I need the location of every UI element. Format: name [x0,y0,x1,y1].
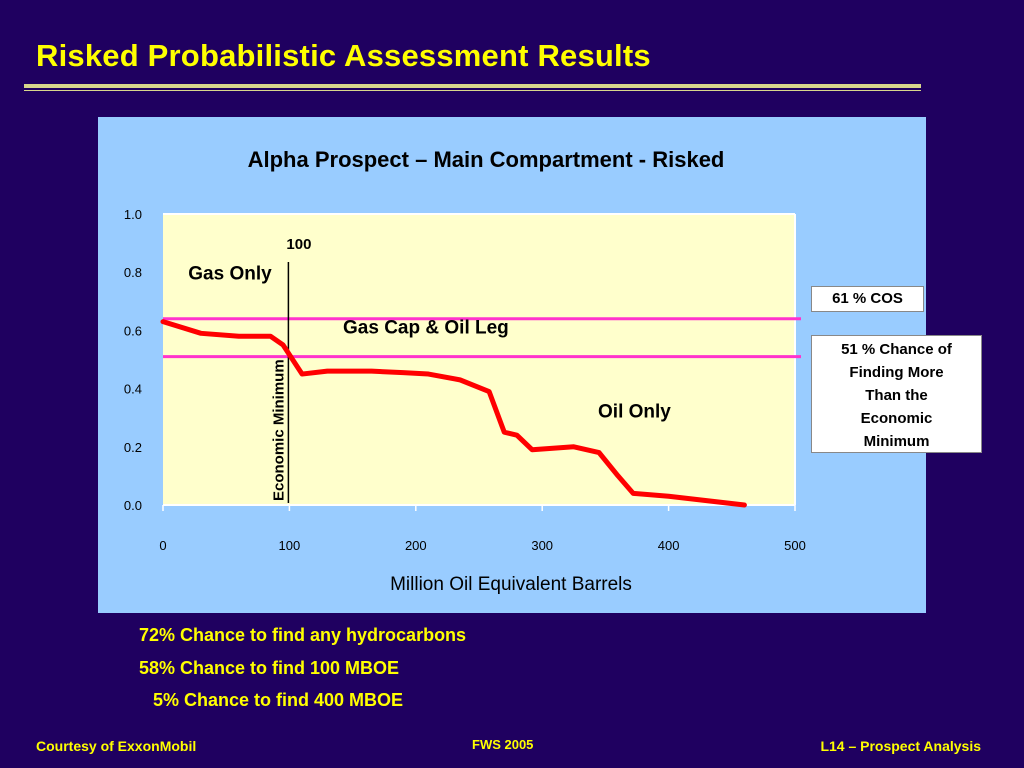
chart-panel: Alpha Prospect – Main Compartment - Risk… [98,117,926,613]
summary-line-any-hydrocarbons: 72% Chance to find any hydrocarbons [139,625,467,645]
x-tick-label: 0 [159,538,166,553]
x-axis-label: Million Oil Equivalent Barrels [390,574,632,595]
title-divider-thick [24,84,921,88]
x-tick-label: 300 [531,538,553,553]
chart: Alpha Prospect – Main Compartment - Risk… [124,147,806,595]
x-tick-label: 400 [658,538,680,553]
x-tick-label: 500 [784,538,806,553]
risked-cumulative-curve [160,319,747,508]
y-tick-label: 0.2 [124,440,142,455]
gas-only-label: Gas Only [188,263,272,284]
slide-title: Risked Probabilistic Assessment Results [36,38,651,73]
y-tick-label: 1.0 [124,207,142,222]
plot-area [163,214,795,505]
footer-course: FWS 2005 [472,737,534,752]
summary-line-100-mboe: 58% Chance to find 100 MBOE [139,658,400,678]
y-tick-label: 0.6 [124,323,142,338]
summary-line-400-mboe: 5% Chance to find 400 MBOE [153,690,404,710]
footer-credit: Courtesy of ExxonMobil [36,738,197,754]
cos-callout: 61 % COS [811,286,924,312]
gas-cap-oil-leg-label: Gas Cap & Oil Leg [343,317,509,338]
title-divider-thin [24,90,921,91]
footer-lecture: L14 – Prospect Analysis [820,738,981,754]
x-tick-label: 200 [405,538,427,553]
economic-minimum-label: Economic Minimum [270,359,287,501]
economic-minimum-top-label: 100 [286,236,311,253]
chart-title: Alpha Prospect – Main Compartment - Risk… [248,147,725,172]
x-tick-label: 100 [279,538,301,553]
y-tick-label: 0.8 [124,265,142,280]
oil-only-label: Oil Only [598,402,671,423]
y-tick-label: 0.4 [124,382,142,397]
y-tick-label: 0.0 [124,498,142,513]
economic-chance-callout: 51 % Chance of Finding More Than the Eco… [811,335,982,453]
